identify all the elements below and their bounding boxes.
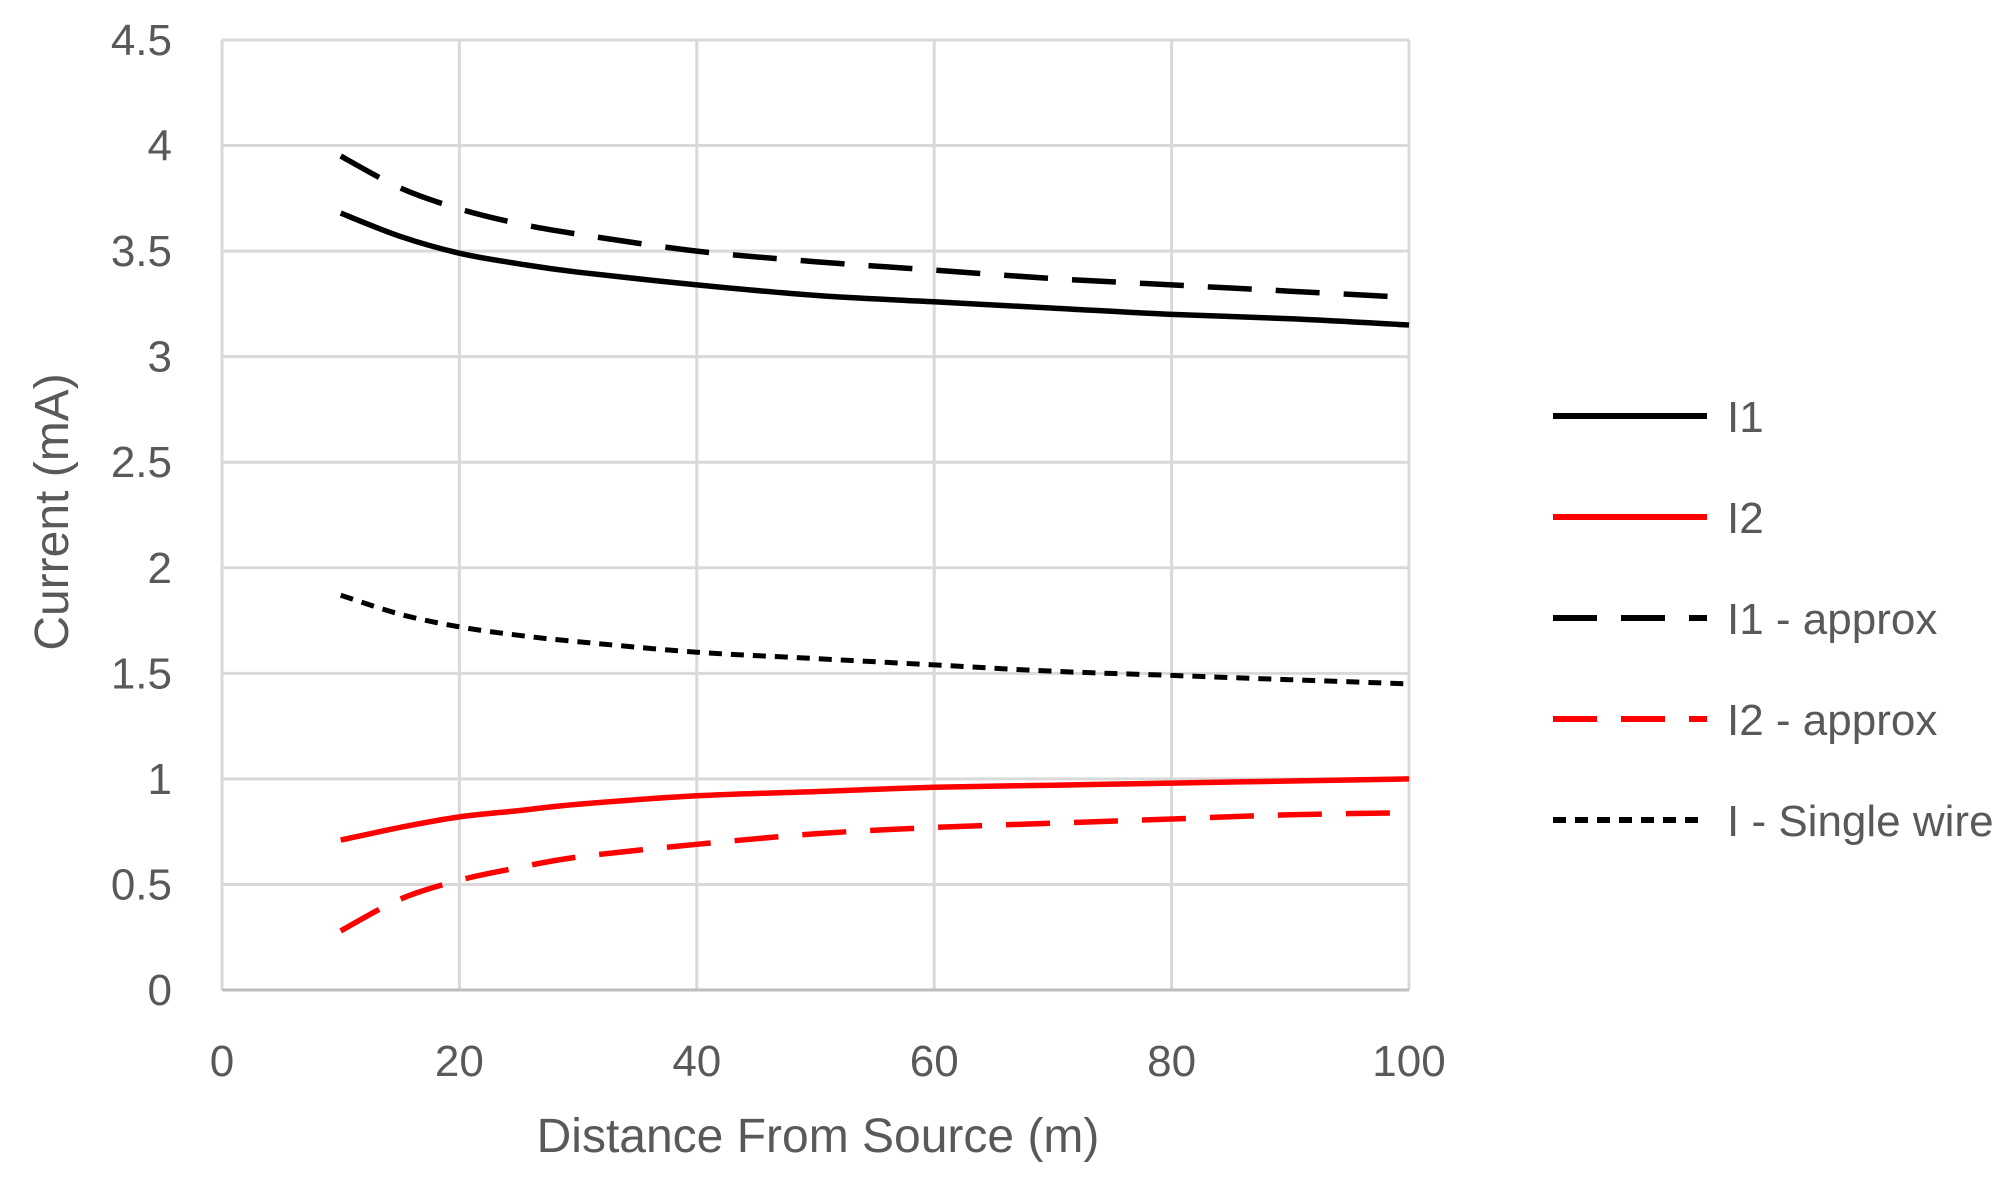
y-tick-label: 3 bbox=[148, 333, 172, 382]
legend-label: I1 bbox=[1727, 393, 1764, 442]
series-line-i2 bbox=[340, 776, 1410, 843]
x-tick-label: 40 bbox=[672, 1037, 721, 1086]
y-axis-title: Current (mA) bbox=[26, 373, 79, 650]
x-tick-label: 80 bbox=[1147, 1037, 1196, 1086]
series-line-i1-approx bbox=[339, 153, 1410, 301]
legend-label: I1 - approx bbox=[1727, 595, 1937, 644]
y-tick-label: 1 bbox=[148, 755, 172, 804]
y-tick-label: 2 bbox=[148, 544, 172, 593]
y-tick-label: 4.5 bbox=[111, 16, 172, 65]
x-axis-title: Distance From Source (m) bbox=[537, 1110, 1100, 1163]
tick-labels: 0 0.5 1 1.5 2 2.5 3 3.5 4 4.5 0 20 40 60 80 100 bbox=[111, 16, 1446, 1086]
x-tick-label: 60 bbox=[910, 1037, 959, 1086]
series-line-i-single-wire bbox=[339, 592, 1410, 687]
legend: I1 I2 I1 - approx I2 - approx I - Single wir… bbox=[1553, 393, 1994, 846]
gridlines bbox=[220, 38, 1411, 990]
y-tick-label: 2.5 bbox=[111, 438, 172, 487]
y-tick-label: 4 bbox=[148, 122, 172, 171]
x-tick-label: 100 bbox=[1372, 1037, 1445, 1086]
y-tick-label: 0 bbox=[148, 966, 172, 1015]
series-line-i1 bbox=[339, 210, 1410, 328]
x-tick-label: 0 bbox=[210, 1037, 234, 1086]
series-lines bbox=[339, 153, 1410, 934]
y-tick-label: 3.5 bbox=[111, 227, 172, 276]
legend-label: I - Single wire bbox=[1727, 797, 1994, 846]
y-tick-label: 0.5 bbox=[111, 860, 172, 909]
y-tick-label: 1.5 bbox=[111, 649, 172, 698]
x-tick-label: 20 bbox=[435, 1037, 484, 1086]
legend-label: I2 - approx bbox=[1727, 696, 1937, 745]
legend-label: I2 bbox=[1727, 494, 1764, 543]
series-line-i2-approx bbox=[339, 809, 1410, 934]
